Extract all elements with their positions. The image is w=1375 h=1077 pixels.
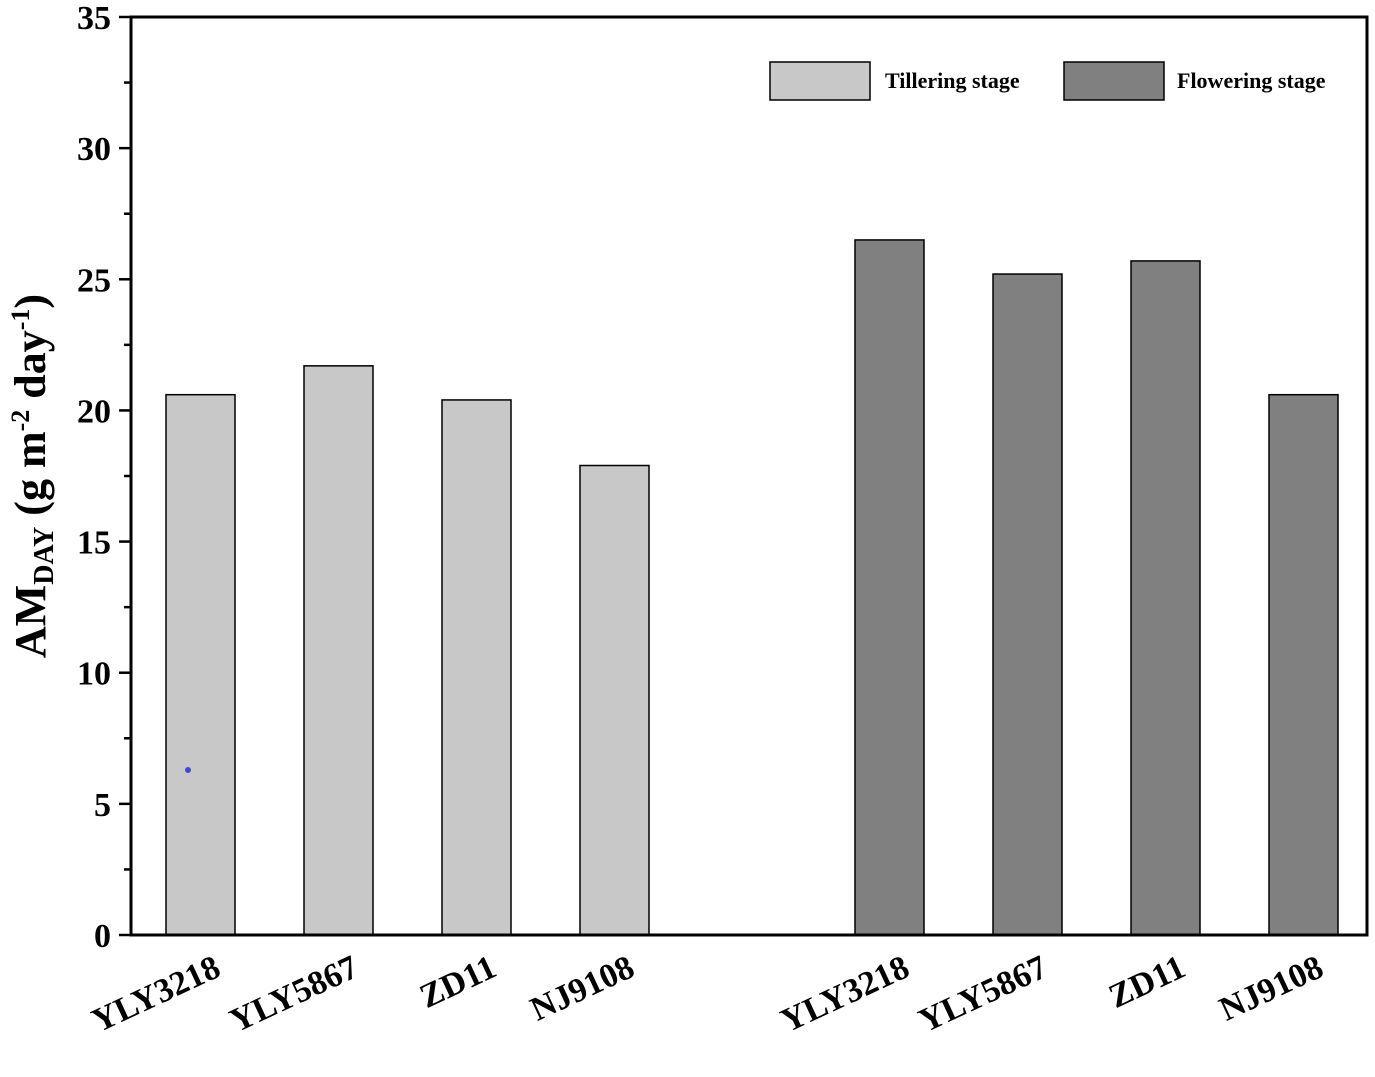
x-tick-label: ZD11 [1103, 949, 1191, 1016]
bar-1-0 [854, 239, 925, 936]
legend-swatch-tillering [769, 61, 871, 101]
bar-0-3 [579, 464, 650, 936]
y-axis-label-sub: DAY [29, 527, 60, 585]
y-tick-label: 5 [94, 787, 111, 824]
bar-0-1 [303, 365, 374, 936]
y-axis-label-unit-close: ) [6, 294, 55, 309]
y-tick-label: 20 [77, 393, 111, 430]
y-axis-label-sup1: -2 [6, 410, 35, 432]
x-tick-label: YLY3218 [775, 949, 915, 1040]
y-axis-label-unit-mid: day [6, 330, 55, 409]
legend-label-flowering: Flowering stage [1177, 68, 1326, 93]
bar-1-3 [1268, 393, 1339, 936]
y-tick-label: 15 [77, 525, 111, 562]
legend: Tillering stage Flowering stage [769, 61, 1326, 101]
y-axis-label-unit-open: (g m [6, 431, 55, 526]
bar-1-1 [992, 273, 1063, 936]
y-tick-label: 35 [77, 0, 111, 37]
bar-0-2 [441, 399, 512, 936]
y-tick-label: 25 [77, 262, 111, 299]
y-tick-label: 10 [77, 656, 111, 693]
bar-0-0 [165, 393, 236, 936]
y-axis-label-sup2: -1 [6, 309, 35, 331]
stray-dot [185, 767, 191, 773]
x-tick-label: NJ9108 [525, 949, 640, 1029]
bar-1-2 [1130, 260, 1201, 936]
y-axis: 0 5 10 15 20 25 30 35 [77, 0, 131, 955]
y-axis-label-main: AM [6, 585, 55, 658]
legend-swatch-flowering [1063, 61, 1165, 101]
x-tick-label: ZD11 [414, 949, 502, 1016]
x-tick-label: NJ9108 [1214, 949, 1329, 1029]
legend-label-tillering: Tillering stage [885, 68, 1020, 93]
x-tick-label: YLY5867 [913, 949, 1053, 1040]
x-tick-label: YLY3218 [86, 949, 226, 1040]
y-tick-label: 0 [94, 918, 111, 955]
bars-layer [165, 239, 1339, 936]
y-tick-label: 30 [77, 131, 111, 168]
y-axis-label: AMDAY (g m-2 day-1) [6, 294, 60, 658]
x-tick-label: YLY5867 [224, 949, 364, 1040]
